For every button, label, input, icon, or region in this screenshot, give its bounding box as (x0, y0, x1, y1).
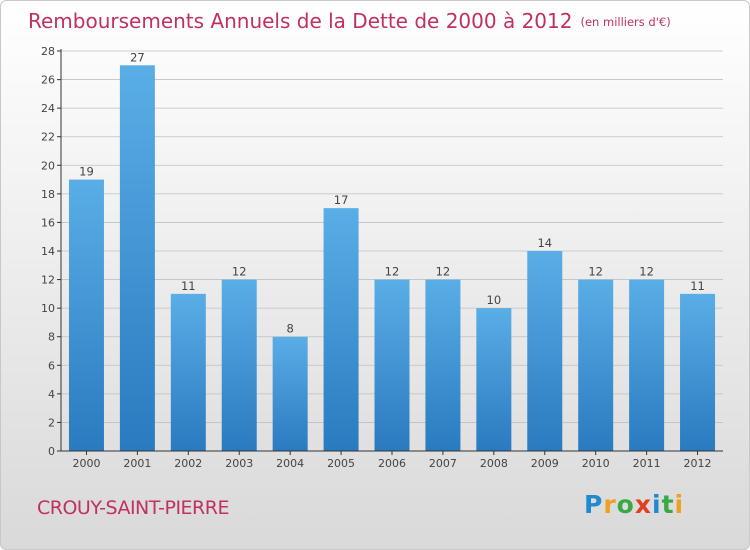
x-tick-label: 2004 (276, 457, 304, 470)
data-label: 10 (487, 293, 502, 307)
logo-letter: i (652, 490, 662, 519)
logo-letter: t (661, 490, 675, 519)
bar-2009 (527, 251, 563, 451)
y-tick-label: 24 (41, 102, 55, 115)
data-label: 14 (537, 236, 552, 250)
x-tick-label: 2007 (429, 457, 457, 470)
labels: 0246810121416182022242628192000272001112… (41, 45, 712, 470)
x-tick-label: 2009 (531, 457, 559, 470)
x-tick-label: 2012 (684, 457, 712, 470)
y-tick-label: 16 (41, 216, 55, 229)
data-label: 11 (690, 279, 705, 293)
data-label: 12 (385, 265, 400, 279)
bar-2007 (425, 279, 461, 451)
y-tick-label: 14 (41, 245, 55, 258)
data-label: 12 (639, 265, 654, 279)
x-tick-label: 2003 (225, 457, 253, 470)
x-tick-label: 2000 (72, 457, 100, 470)
logo-letter: x (634, 490, 652, 519)
y-tick-label: 10 (41, 302, 55, 315)
bar-2010 (578, 279, 614, 451)
y-tick-label: 22 (41, 131, 55, 144)
x-tick-label: 2002 (174, 457, 202, 470)
y-tick-label: 20 (41, 159, 55, 172)
bar-2000 (68, 179, 104, 452)
data-label: 12 (588, 265, 603, 279)
bar-2001 (119, 65, 155, 452)
logo-letter: P (584, 490, 604, 519)
x-tick-label: 2001 (123, 457, 151, 470)
y-tick-label: 8 (48, 331, 55, 344)
x-tick-label: 2010 (582, 457, 610, 470)
y-tick-label: 18 (41, 188, 55, 201)
x-tick-label: 2011 (633, 457, 661, 470)
y-tick-label: 28 (41, 45, 55, 58)
y-tick-label: 2 (48, 416, 55, 429)
data-label: 12 (232, 265, 247, 279)
data-label: 12 (436, 265, 451, 279)
x-tick-label: 2005 (327, 457, 355, 470)
y-tick-label: 12 (41, 274, 55, 287)
y-tick-label: 6 (48, 359, 55, 372)
data-label: 17 (334, 193, 349, 207)
bars (68, 65, 716, 452)
bar-2004 (272, 336, 308, 451)
bar-2003 (221, 279, 257, 451)
chart-subtitle: (en milliers d'€) (580, 15, 671, 29)
bar-2006 (374, 279, 410, 451)
bar-2002 (170, 293, 206, 451)
axes (57, 49, 723, 455)
data-label: 27 (130, 50, 145, 64)
y-tick-label: 4 (48, 388, 55, 401)
y-tick-label: 0 (48, 445, 55, 458)
chart-title-text: Remboursements Annuels de la Dette de 20… (28, 9, 573, 33)
logo-letter: r (603, 490, 617, 519)
bar-2005 (323, 208, 359, 451)
proxiti-logo: Proxiti (584, 490, 684, 519)
logo-letter: i (674, 490, 685, 519)
data-label: 8 (286, 322, 293, 336)
chart-title: Remboursements Annuels de la Dette de 20… (28, 9, 671, 33)
y-tick-label: 26 (41, 74, 55, 87)
logo-letter: o (616, 490, 635, 519)
x-tick-label: 2006 (378, 457, 406, 470)
bar-2012 (680, 293, 716, 451)
data-label: 11 (181, 279, 196, 293)
bar-2011 (629, 279, 665, 451)
x-tick-label: 2008 (480, 457, 508, 470)
bar-2008 (476, 308, 512, 451)
data-label: 19 (79, 165, 94, 179)
commune-name: CROUY-SAINT-PIERRE (37, 497, 229, 519)
